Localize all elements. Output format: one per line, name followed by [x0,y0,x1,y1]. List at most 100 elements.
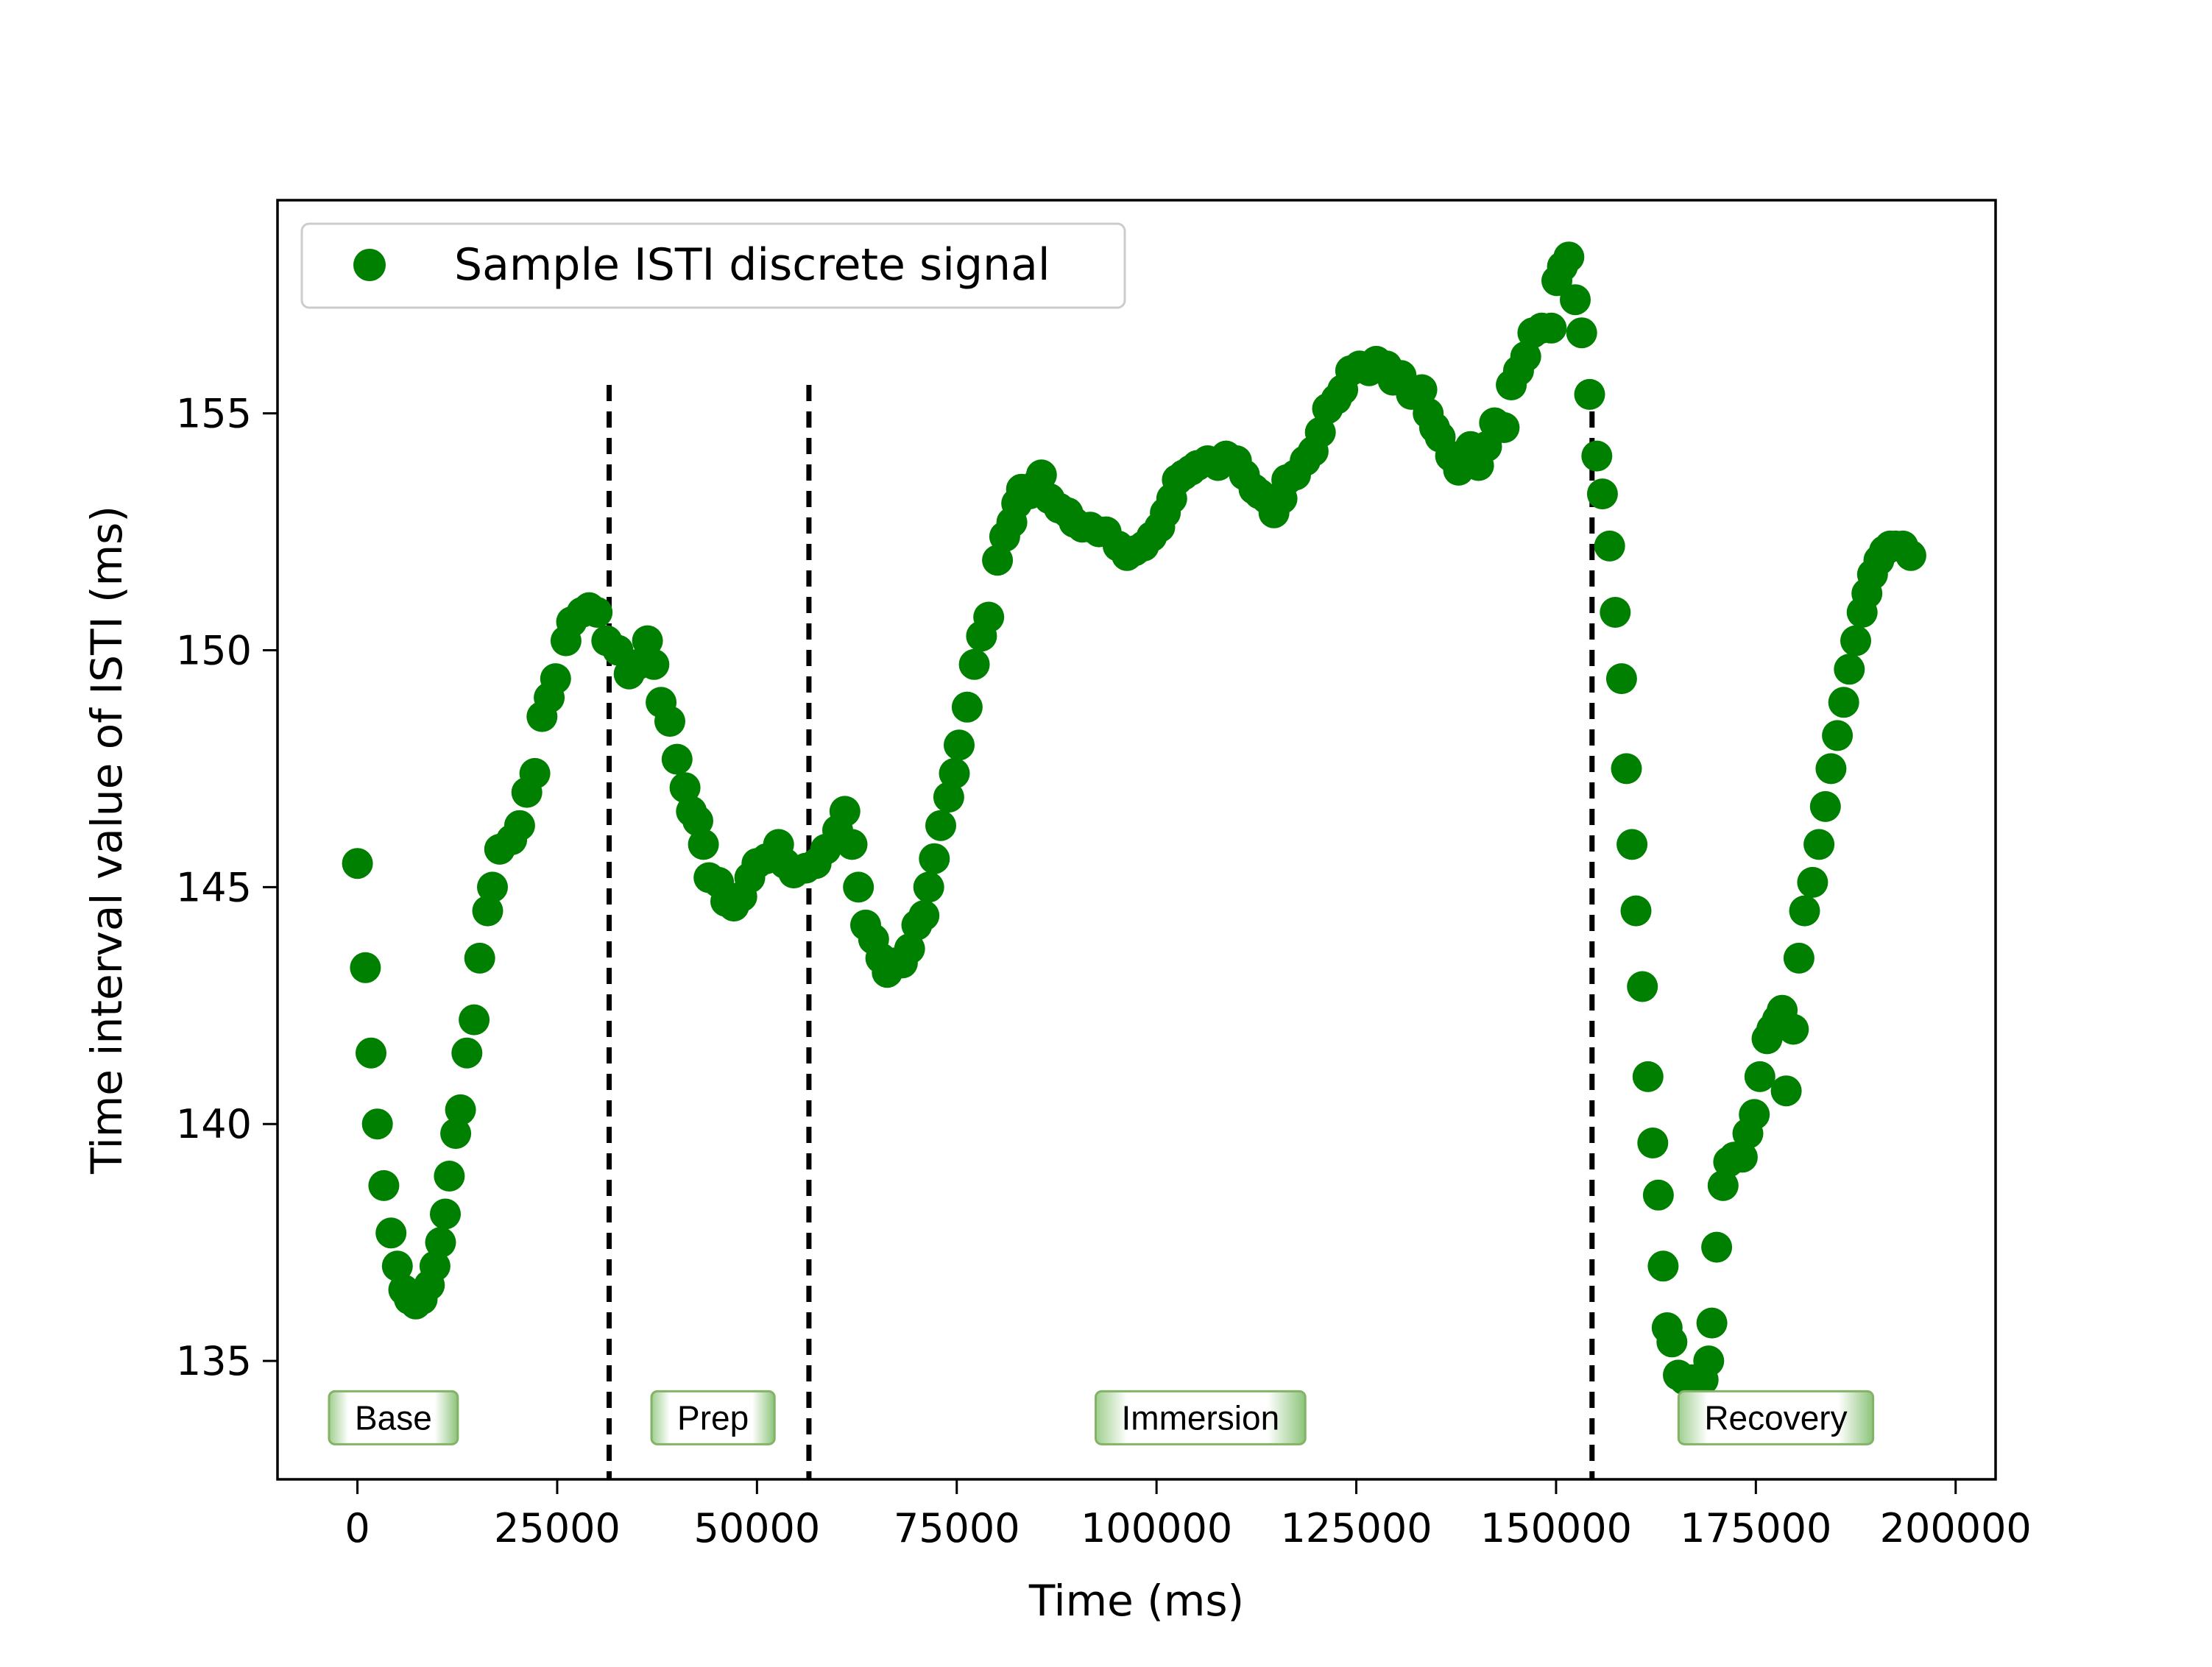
phase-label-box [1677,1390,1875,1445]
phase-label-prep: Prep [650,1390,776,1445]
phase-labels: Base Prep Immersion Recovery [328,1390,1875,1445]
data-point [425,1227,456,1259]
data-point [1642,1179,1674,1211]
phase-label-text: Immersion [1121,1398,1279,1437]
data-point [1406,374,1438,406]
data-point [368,1169,400,1201]
phase-label-immersion: Immersion [1094,1390,1307,1445]
phase-boundaries [607,385,1595,1479]
phase-label-text: Prep [677,1398,749,1437]
data-point [1744,1061,1775,1092]
data-point [1510,341,1541,372]
data-point [1560,284,1591,316]
x-tick-label: 175000 [1680,1505,1831,1551]
data-point [381,1250,413,1282]
data-point [1553,241,1585,273]
data-point [654,706,685,737]
data-point [582,597,613,628]
data-point [1620,895,1652,927]
data-point [434,1161,465,1192]
data-point [669,772,701,804]
data-point [951,691,983,723]
data-point [1586,478,1618,510]
y-tick-label: 145 [176,864,252,910]
data-point [1581,440,1613,472]
data-point [682,805,713,837]
phase-label-box [328,1390,459,1445]
data-point [1803,829,1835,860]
data-point [1574,378,1605,410]
data-point [350,952,381,983]
data-point [472,895,503,927]
data-point [1637,1128,1669,1158]
y-tick-label: 155 [176,391,252,437]
phase-label-text: Base [355,1398,432,1437]
data-point [919,843,950,874]
data-point [451,1037,483,1069]
data-point [1600,597,1631,628]
data-point [1783,942,1815,974]
data-point [361,1108,393,1140]
data-point [519,757,551,789]
data-point [1616,829,1648,860]
data-point [1895,539,1926,571]
data-point [958,648,990,680]
legend-box [300,222,1126,309]
data-point [503,810,535,841]
data-point [342,848,373,879]
data-point [1647,1250,1679,1282]
x-axis-title: Time (ms) [1028,1576,1244,1626]
data-point [1828,687,1859,718]
data-point [638,648,670,680]
phase-label-box [1094,1390,1307,1445]
data-point [1822,720,1854,751]
data-point [1797,866,1828,898]
data-point [1594,530,1625,562]
x-tick-label: 0 [344,1505,370,1551]
data-point [1025,459,1057,491]
y-tick-label: 150 [176,628,252,674]
phase-label-base: Base [328,1390,459,1445]
y-axis: 135 140 145 150 155 [176,391,278,1384]
x-tick-label: 50000 [693,1505,820,1551]
data-point [1789,895,1820,927]
x-tick-label: 125000 [1280,1505,1432,1551]
data-point [1696,1307,1728,1339]
y-tick-label: 140 [176,1101,252,1147]
data-point [459,1004,490,1036]
data-point [1701,1231,1733,1263]
plot-frame [276,199,1997,1481]
data-point [973,601,1005,633]
data-point [1605,663,1637,695]
x-tick-label: 75000 [894,1505,1020,1551]
data-point [836,829,868,860]
data-point [1566,317,1597,349]
data-point [1707,1169,1739,1201]
data-point [430,1198,461,1230]
data-point [440,1118,472,1150]
data-point [843,871,874,903]
phase-label-box [650,1390,776,1445]
data-point [464,942,495,974]
data-point [356,1037,386,1069]
data-point [1632,1061,1664,1092]
data-point [445,1094,476,1125]
data-points [342,241,1926,1401]
data-point [1726,1142,1758,1173]
data-point [1611,753,1642,785]
data-point [477,871,508,903]
x-tick-label: 150000 [1480,1505,1632,1551]
data-point [419,1250,450,1282]
legend-marker [353,249,386,281]
data-point [1739,1099,1770,1130]
data-point [894,933,925,965]
x-tick-label: 200000 [1880,1505,2032,1551]
legend-entry-label: Sample ISTI discrete signal [454,239,1050,291]
data-point [1778,1013,1809,1045]
data-point [1815,753,1847,785]
data-point [1770,1075,1802,1107]
data-point [540,663,571,695]
x-tick-label: 100000 [1081,1505,1232,1551]
